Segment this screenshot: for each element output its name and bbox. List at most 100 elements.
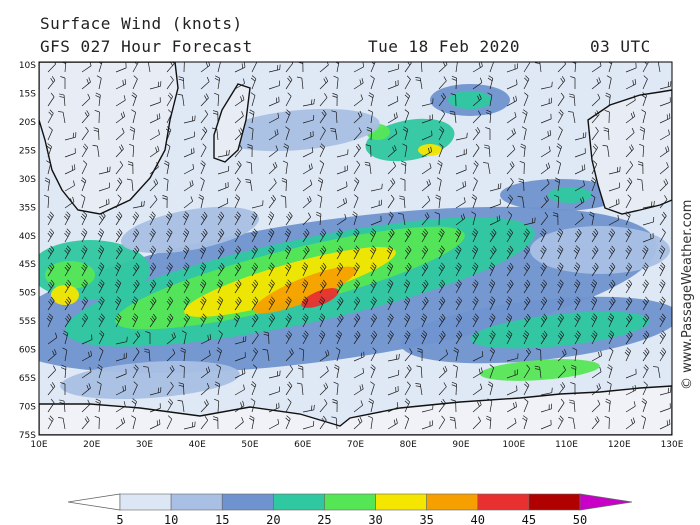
- wind-barb: [653, 366, 661, 379]
- wind-barb: [268, 194, 276, 209]
- wind-barb: [217, 149, 230, 158]
- wind-barb: [534, 62, 542, 73]
- wind-barb: [368, 92, 374, 107]
- wind-barb: [331, 416, 338, 430]
- wind-barb: [540, 211, 549, 226]
- wind-barb: [336, 296, 344, 311]
- wind-barb: [639, 143, 645, 158]
- wind-barb: [268, 245, 275, 260]
- wind-barb: [455, 197, 466, 209]
- wind-barb: [607, 330, 615, 345]
- wind-barb: [302, 179, 313, 192]
- wind-barb: [387, 418, 398, 430]
- wind-barb: [387, 161, 396, 175]
- wind-barb: [608, 347, 614, 362]
- wind-barb: [166, 415, 173, 430]
- wind-barb: [64, 296, 72, 311]
- wind-barb: [214, 381, 221, 396]
- wind-barb: [285, 313, 292, 328]
- wind-barb: [449, 416, 457, 430]
- wind-barb: [46, 313, 53, 328]
- wind-barb: [64, 245, 71, 260]
- wind-speed-contour: [301, 288, 339, 308]
- antarctica-landmass: [39, 385, 672, 435]
- wind-barb: [268, 112, 280, 124]
- wind-barb: [557, 330, 565, 345]
- wind-barb: [319, 93, 328, 107]
- wind-barb: [95, 92, 101, 107]
- legend-swatch: [528, 493, 581, 511]
- wind-barb: [47, 228, 54, 243]
- wind-barb: [267, 211, 275, 226]
- wind-barb: [332, 399, 338, 413]
- wind-barb: [625, 194, 632, 209]
- wind-barb: [353, 127, 362, 141]
- wind-barb: [534, 365, 542, 379]
- wind-barb: [183, 296, 190, 311]
- madagascar-landmass: [213, 83, 251, 163]
- wind-barb: [574, 213, 584, 226]
- wind-barb: [523, 347, 531, 362]
- wind-barb: [47, 398, 55, 413]
- wind-barb: [387, 330, 394, 345]
- wind-barb: [387, 313, 394, 328]
- wind-barb: [336, 279, 344, 294]
- wind-barb: [234, 228, 241, 243]
- wind-barb: [319, 245, 327, 260]
- wind-barb: [523, 296, 531, 311]
- wind-barb: [573, 262, 581, 277]
- wind-barb: [216, 313, 224, 328]
- wind-barb: [149, 387, 162, 396]
- wind-barb: [404, 262, 412, 277]
- wind-barb: [268, 418, 280, 430]
- wind-barb: [370, 313, 377, 328]
- wind-barb: [472, 383, 483, 396]
- wind-barb: [471, 262, 479, 277]
- legend-swatch: [324, 493, 376, 511]
- wind-barb: [540, 403, 552, 413]
- wind-barb: [283, 143, 289, 158]
- wind-barb: [302, 313, 309, 328]
- wind-barb: [625, 62, 637, 73]
- wind-barb: [449, 110, 457, 124]
- wind-barb: [540, 146, 551, 158]
- wind-barb: [642, 364, 649, 379]
- wind-barb: [115, 228, 123, 243]
- wind-barb: [642, 62, 649, 73]
- wind-barb: [115, 313, 122, 328]
- wind-barb: [370, 183, 383, 192]
- wind-barb: [44, 177, 51, 192]
- wind-barb: [183, 421, 196, 430]
- wind-barb: [625, 211, 631, 226]
- lon-label: 110E: [555, 440, 578, 450]
- wind-barb: [659, 296, 666, 311]
- wind-barb: [199, 279, 207, 294]
- wind-barb: [455, 181, 467, 192]
- wind-barb: [574, 228, 582, 243]
- wind-barb: [285, 296, 292, 311]
- wind-barb: [247, 144, 253, 158]
- wind-barb: [198, 194, 204, 209]
- wind-barb: [234, 78, 245, 90]
- wind-barb: [81, 110, 90, 124]
- wind-barb: [472, 279, 479, 294]
- lon-label: 90E: [452, 440, 469, 450]
- wind-barb: [268, 296, 275, 311]
- wind-barb: [605, 92, 611, 107]
- wind-barb: [98, 182, 110, 192]
- wind-barb: [145, 331, 151, 344]
- wind-barb: [557, 126, 563, 141]
- wind-barb: [336, 228, 343, 243]
- wind-barb: [659, 403, 671, 413]
- wind-barb: [386, 245, 393, 260]
- wind-barb: [318, 296, 325, 311]
- wind-barb: [589, 211, 595, 226]
- wind-barb: [636, 178, 644, 192]
- wind-barb: [297, 365, 304, 379]
- legend-tick-label: 30: [368, 513, 382, 525]
- wind-barb: [353, 94, 363, 107]
- wind-barb: [421, 212, 430, 226]
- wind-barb: [199, 245, 206, 260]
- wind-barb: [183, 313, 190, 328]
- wind-barb: [234, 144, 243, 158]
